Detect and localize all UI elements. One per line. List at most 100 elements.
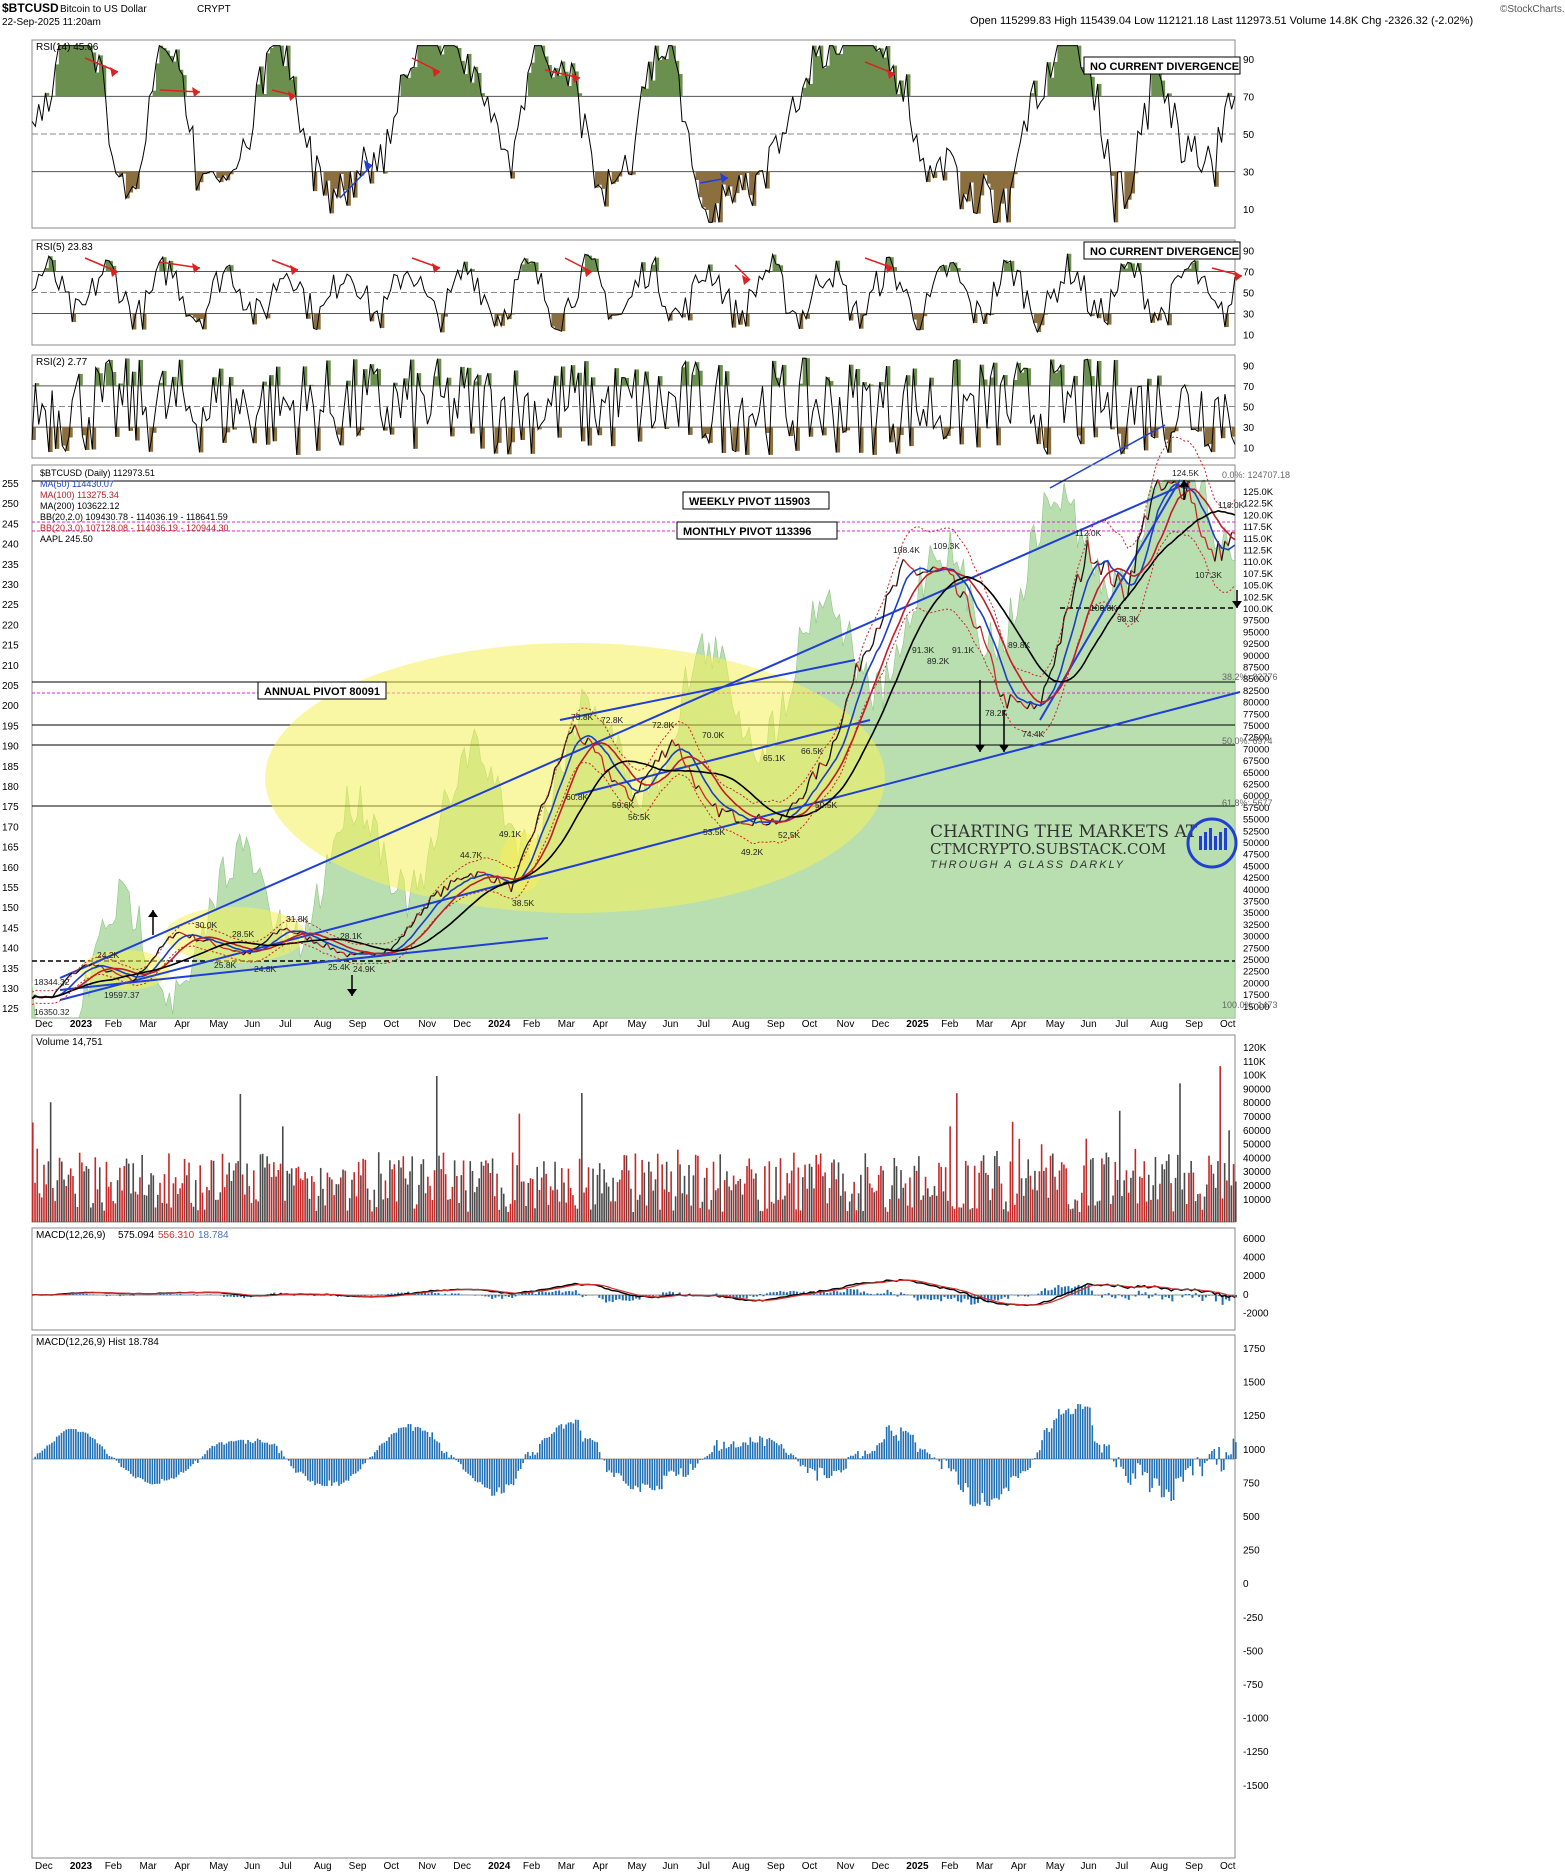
volume-bar bbox=[1127, 1192, 1130, 1222]
rsi2-panel-oversold-fill bbox=[199, 427, 204, 453]
macd-histogram-bar bbox=[1020, 1295, 1023, 1296]
price-segment bbox=[108, 970, 113, 973]
price-segment bbox=[581, 741, 586, 746]
peak-label: 109.3K bbox=[933, 541, 960, 551]
volume-bar bbox=[226, 1174, 228, 1222]
hist-bar bbox=[161, 1459, 163, 1480]
price-segment bbox=[1003, 693, 1008, 709]
volume-bar bbox=[1201, 1209, 1204, 1222]
hist-bar bbox=[943, 1458, 945, 1459]
rsi5-panel-overbought-fill bbox=[651, 264, 656, 272]
rsi2-panel-overbought-fill bbox=[1023, 368, 1028, 386]
price-segment bbox=[788, 802, 794, 810]
rsi14-panel-overbought-fill bbox=[1077, 45, 1082, 97]
hist-bar bbox=[641, 1459, 644, 1484]
price-segment bbox=[229, 948, 234, 952]
macd-histogram-bar bbox=[997, 1295, 1000, 1301]
rsi14-panel-label: RSI(14) 45.06 bbox=[36, 42, 99, 53]
rsi14-panel-overbought-fill bbox=[58, 45, 63, 97]
rsi14-panel-overbought-fill bbox=[1167, 93, 1172, 97]
peak-label: 98.3K bbox=[1117, 614, 1140, 624]
macd-histogram-bar bbox=[266, 1294, 269, 1295]
substack-watermark-line2: CTMCRYPTO.SUBSTACK.COM bbox=[930, 840, 1166, 858]
price-segment bbox=[527, 837, 532, 844]
volume-bar bbox=[643, 1172, 646, 1222]
price-segment bbox=[808, 771, 814, 780]
peak-label: 65.1K bbox=[763, 753, 786, 763]
volume-bar bbox=[1098, 1200, 1101, 1222]
hist-bar bbox=[756, 1442, 759, 1459]
price-segment bbox=[1191, 501, 1196, 505]
rsi14-panel-overbought-fill bbox=[427, 45, 432, 97]
volume-bar bbox=[246, 1163, 248, 1222]
rsi14-annotation: NO CURRENT DIVERGENCE bbox=[1090, 61, 1239, 73]
rsi14-panel-overbought-fill bbox=[1228, 92, 1233, 97]
hist-bar bbox=[883, 1439, 886, 1459]
hist-bar bbox=[503, 1459, 505, 1493]
rsi5-panel-oversold-fill bbox=[142, 313, 147, 330]
hist-bar bbox=[376, 1450, 378, 1459]
price-left-tick: 200 bbox=[2, 701, 19, 712]
hist-bar bbox=[235, 1440, 237, 1459]
macd-histogram-bar bbox=[668, 1291, 671, 1295]
volume-bar bbox=[991, 1188, 994, 1222]
bottom-x-axis-label: Jul bbox=[697, 1861, 710, 1872]
volume-bar bbox=[277, 1169, 280, 1222]
price-segment bbox=[815, 762, 821, 780]
volume-bar bbox=[422, 1159, 425, 1222]
volume-bar bbox=[1172, 1211, 1175, 1222]
macd-histogram-bar bbox=[85, 1293, 88, 1295]
volume-bar bbox=[1031, 1189, 1034, 1222]
volume-bar bbox=[581, 1093, 583, 1222]
rsi14-panel-overbought-fill bbox=[668, 45, 673, 97]
volume-bar bbox=[900, 1170, 902, 1222]
volume-bar bbox=[543, 1161, 545, 1222]
rsi2-panel-overbought-fill bbox=[1087, 359, 1092, 386]
rsi14-arrowhead bbox=[720, 173, 728, 183]
hist-bar bbox=[1120, 1459, 1122, 1467]
volume-bar bbox=[65, 1185, 68, 1222]
rsi14-panel-overbought-fill bbox=[675, 60, 680, 97]
volume-bar bbox=[1027, 1159, 1030, 1222]
price-segment bbox=[993, 666, 998, 689]
volume-bar bbox=[1110, 1204, 1112, 1222]
price-right-tick: 27500 bbox=[1243, 943, 1269, 954]
volume-bar bbox=[96, 1189, 99, 1222]
volume-bar bbox=[308, 1198, 311, 1222]
volume-bar bbox=[534, 1208, 536, 1222]
hist-bar bbox=[797, 1459, 799, 1462]
volume-bar bbox=[1087, 1205, 1090, 1222]
hist-bar bbox=[1199, 1459, 1201, 1467]
macd-histogram-bar bbox=[450, 1293, 453, 1295]
price-left-tick: 245 bbox=[2, 519, 19, 530]
volume-bar bbox=[139, 1177, 141, 1222]
volume-bar bbox=[1112, 1195, 1114, 1222]
volume-bar bbox=[690, 1205, 693, 1222]
rsi2-panel-overbought-fill bbox=[1074, 375, 1079, 386]
hist-bar bbox=[555, 1427, 558, 1459]
rsi5-panel-oversold-fill bbox=[192, 313, 197, 318]
macd-histogram-bar bbox=[1204, 1295, 1207, 1298]
volume-bar bbox=[1210, 1164, 1213, 1222]
volume-bar bbox=[1025, 1178, 1027, 1222]
hist-bar bbox=[577, 1419, 579, 1459]
rsi2-panel-overbought-fill bbox=[112, 371, 117, 386]
highlight-zone bbox=[265, 643, 885, 913]
hist-bar bbox=[653, 1459, 656, 1491]
hist-bar bbox=[1050, 1428, 1053, 1459]
hist-bar bbox=[888, 1425, 890, 1459]
rsi2-panel-oversold-fill bbox=[360, 427, 365, 431]
price-segment bbox=[360, 951, 364, 954]
price-right-tick: 75000 bbox=[1243, 721, 1269, 732]
macd-histogram-bar bbox=[561, 1292, 564, 1295]
rsi5-panel-oversold-fill bbox=[186, 313, 190, 317]
price-segment bbox=[1090, 562, 1095, 565]
peak-label: 24.2K bbox=[97, 950, 120, 960]
price-segment bbox=[1214, 540, 1219, 562]
rsi5-panel-oversold-fill bbox=[973, 313, 978, 323]
volume-bar bbox=[469, 1161, 472, 1222]
rsi14-panel-overbought-fill bbox=[852, 45, 857, 97]
hist-bar bbox=[582, 1441, 584, 1459]
hist-bar bbox=[574, 1419, 577, 1459]
rsi14-panel-overbought-fill bbox=[263, 94, 268, 97]
